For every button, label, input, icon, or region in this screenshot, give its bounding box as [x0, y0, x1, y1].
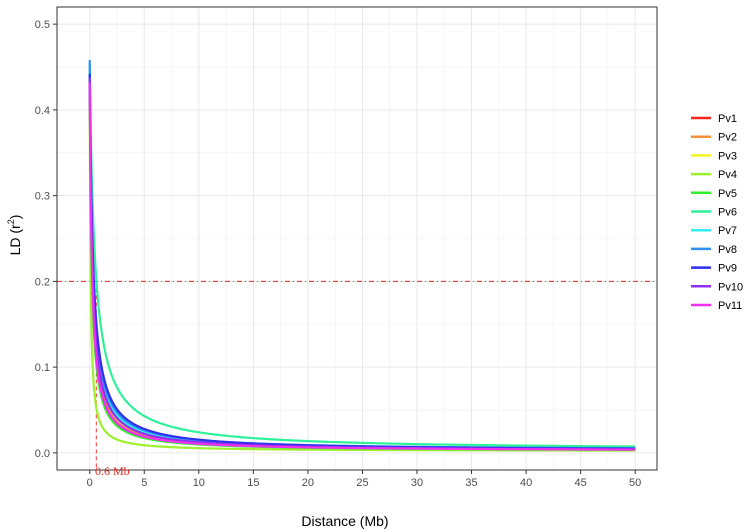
- y-axis-title: LD (r2): [6, 215, 23, 256]
- x-tick-label: 10: [193, 477, 205, 489]
- y-tick-label: 0.4: [35, 105, 50, 117]
- series-line-pv11: [88, 81, 636, 451]
- x-tick-label: 20: [302, 477, 314, 489]
- x-tick-label: 25: [356, 477, 368, 489]
- legend-label-pv3: Pv3: [718, 150, 737, 162]
- x-tick-label: 50: [629, 477, 641, 489]
- legend-label-pv10: Pv10: [718, 281, 743, 293]
- legend-label-pv1: Pv1: [718, 113, 737, 125]
- legend-label-pv9: Pv9: [718, 263, 737, 275]
- x-tick-label: 0: [87, 477, 93, 489]
- y-tick-label: 0.0: [35, 448, 50, 460]
- legend-label-pv6: Pv6: [718, 207, 737, 219]
- legend-label-pv8: Pv8: [718, 244, 737, 256]
- x-tick-label: 45: [575, 477, 587, 489]
- legend-label-pv4: Pv4: [718, 169, 737, 181]
- axis-ticks: [53, 23, 636, 474]
- y-tick-label: 0.5: [35, 19, 50, 31]
- minor-gridlines: [57, 7, 657, 470]
- x-tick-label: 15: [247, 477, 259, 489]
- y-tick-label: 0.1: [35, 362, 50, 374]
- x-tick-label: 5: [141, 477, 147, 489]
- panel-border: [56, 6, 658, 471]
- series-line-pv4: [88, 90, 636, 452]
- legend-label-pv11: Pv11: [718, 300, 742, 312]
- legend-label-pv2: Pv2: [718, 132, 737, 144]
- x-tick-label: 40: [520, 477, 532, 489]
- axis-tick-labels: 0 5 10 15 20 25 30 35 40 45 50 0.0 0.1 0.2 0.3 0.4 0.5: [35, 19, 642, 489]
- series-line-pv6: [88, 71, 636, 448]
- y-tick-label: 0.2: [35, 276, 50, 288]
- legend: Pv1 Pv2 Pv3 Pv4 Pv5 Pv6 Pv7 Pv8 Pv9 Pv10 Pv11: [691, 113, 743, 312]
- x-tick-label: 35: [465, 477, 477, 489]
- legend-label-pv7: Pv7: [718, 225, 737, 237]
- legend-label-pv5: Pv5: [718, 188, 737, 200]
- y-tick-label: 0.3: [35, 191, 50, 203]
- series-lines: [88, 59, 636, 452]
- x-tick-label: 30: [411, 477, 423, 489]
- x-axis-title: Distance (Mb): [301, 513, 388, 529]
- ld-threshold-annotation: 0.6 Mb: [95, 464, 130, 478]
